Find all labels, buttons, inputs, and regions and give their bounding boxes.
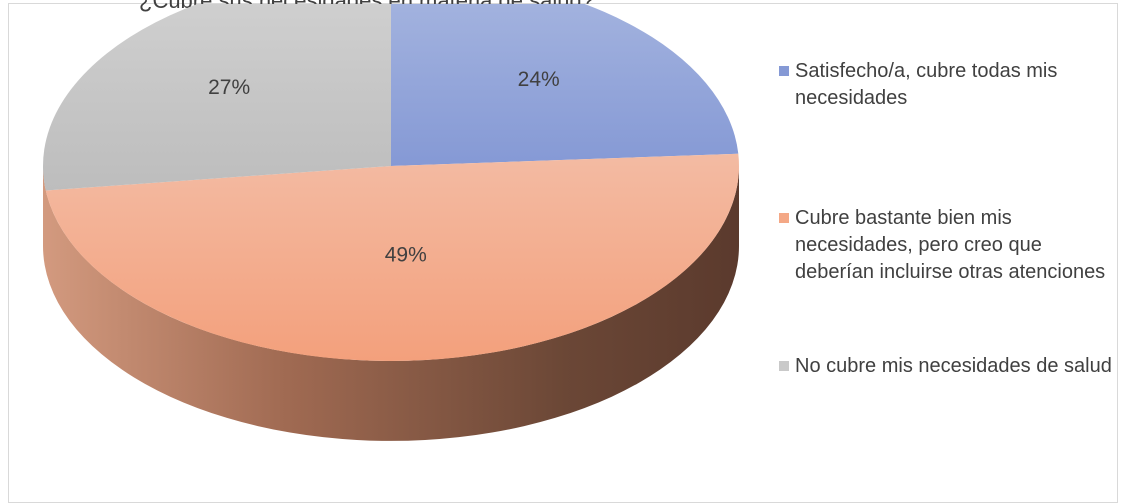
legend-swatch-no-cubre (779, 361, 789, 371)
legend-label-satisfecho: Satisfecho/a, cubre todas mis necesidade… (795, 60, 1058, 109)
data-label-satisfecho: 24% (518, 68, 560, 91)
data-label-cubre-bastante: 49% (385, 243, 427, 266)
pie-side-wall (43, 166, 739, 441)
slice-no-cubre (43, 4, 391, 191)
chart-frame: ¿Cubre sus necesidades en materia de sal… (8, 0, 1119, 503)
legend-label-no-cubre: No cubre mis necesidades de salud (795, 355, 1112, 377)
legend-item-satisfecho: Satisfecho/a, cubre todas mis necesidade… (779, 58, 1119, 112)
legend-item-cubre-bastante: Cubre bastante bien mis necesidades, per… (779, 205, 1119, 286)
pie-labels: 24% 49% 27% (208, 68, 560, 266)
slice-satisfecho (391, 4, 739, 166)
legend-item-no-cubre: No cubre mis necesidades de salud (779, 353, 1119, 380)
slice-cubre-bastante (45, 153, 740, 362)
data-label-no-cubre: 27% (208, 76, 250, 99)
legend-label-cubre-bastante: Cubre bastante bien mis necesidades, per… (795, 207, 1106, 283)
legend-swatch-cubre-bastante (779, 213, 789, 223)
legend-swatch-satisfecho (779, 66, 789, 76)
pie-chart: 24% 49% 27% (43, 4, 740, 441)
pie-slices (43, 4, 740, 362)
